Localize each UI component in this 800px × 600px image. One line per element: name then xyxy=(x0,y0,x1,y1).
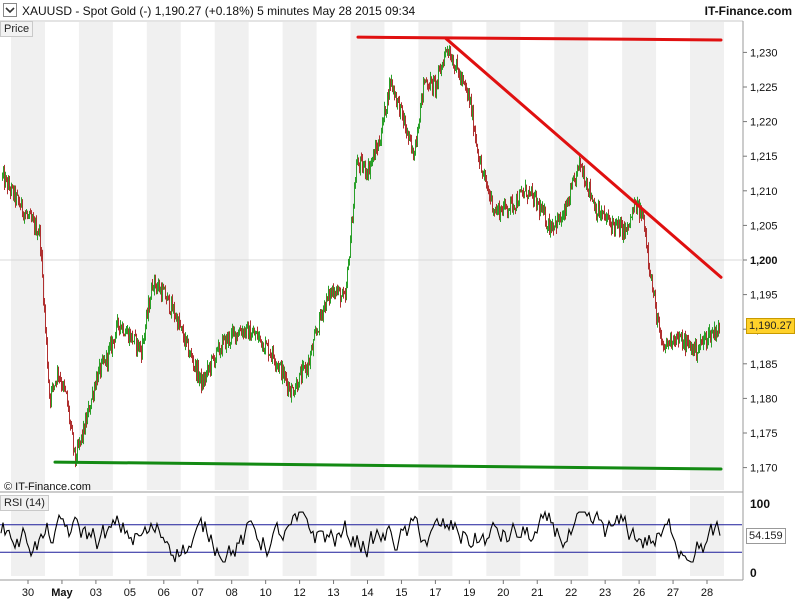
day-band xyxy=(486,496,521,576)
y-tick-label: 1,225 xyxy=(750,82,778,94)
x-tick-label: 21 xyxy=(531,587,543,599)
y-tick-label: 1,215 xyxy=(750,151,778,163)
y-tick-label: 1,200 xyxy=(750,255,778,267)
y-tick-label: 1,210 xyxy=(750,186,778,198)
x-tick-label: 14 xyxy=(361,587,373,599)
day-band xyxy=(350,22,385,490)
x-tick-label: 26 xyxy=(633,587,645,599)
resistance-descending-trendline[interactable] xyxy=(444,37,723,279)
day-band xyxy=(622,496,657,576)
y-tick-label: 1,185 xyxy=(750,359,778,371)
x-tick-label: 05 xyxy=(124,587,136,599)
x-tick-label: 12 xyxy=(293,587,305,599)
day-band xyxy=(418,22,453,490)
x-tick-label: 19 xyxy=(463,587,475,599)
day-band xyxy=(11,22,45,490)
day-band xyxy=(282,496,317,576)
y-tick-label: 1,170 xyxy=(750,463,778,475)
collapse-icon[interactable] xyxy=(3,3,17,17)
x-tick-label: 07 xyxy=(192,587,204,599)
rsi-line xyxy=(0,510,721,563)
x-tick-label: 27 xyxy=(667,587,679,599)
day-band xyxy=(78,22,113,490)
rsi-value-tag: 54.159 xyxy=(746,528,786,544)
last-price-tag: 1,190.27 xyxy=(746,318,795,334)
rsi-y-tick-label: 100 xyxy=(750,497,770,511)
x-tick-label: 10 xyxy=(260,587,272,599)
x-tick-label: 03 xyxy=(90,587,102,599)
y-tick-label: 1,175 xyxy=(750,428,778,440)
x-tick-label: 20 xyxy=(497,587,509,599)
rsi-y-tick-label: 0 xyxy=(750,566,757,580)
day-band xyxy=(282,22,317,490)
price-panel-label: Price xyxy=(0,21,34,37)
day-band xyxy=(622,22,657,490)
day-band xyxy=(214,22,249,490)
source-logo-text: IT-Finance.com xyxy=(704,4,792,18)
day-band xyxy=(554,22,589,490)
rsi-panel-label: RSI (14) xyxy=(0,495,49,511)
x-tick-label: 28 xyxy=(701,587,713,599)
chart-title: XAUUSD - Spot Gold (-) 1,190.27 (+0.18%)… xyxy=(22,4,416,18)
day-band xyxy=(554,496,589,576)
x-tick-label: 30 xyxy=(22,587,34,599)
x-tick-label: 13 xyxy=(327,587,339,599)
x-tick-label: 17 xyxy=(429,587,441,599)
x-tick-label: 23 xyxy=(599,587,611,599)
resistance-horizontal-trendline[interactable] xyxy=(356,35,723,42)
support-trendline[interactable] xyxy=(53,460,723,471)
watermark: © IT-Finance.com xyxy=(4,481,91,493)
y-tick-label: 1,195 xyxy=(750,290,778,302)
day-band xyxy=(486,22,521,490)
day-band xyxy=(690,496,724,576)
y-tick-label: 1,220 xyxy=(750,117,778,129)
x-tick-label: 22 xyxy=(565,587,577,599)
y-tick-label: 1,180 xyxy=(750,393,778,405)
day-band xyxy=(78,496,113,576)
y-tick-label: 1,205 xyxy=(750,220,778,232)
day-band xyxy=(214,496,249,576)
x-tick-label: May xyxy=(51,587,73,599)
x-tick-label: 06 xyxy=(158,587,170,599)
chart-header: XAUUSD - Spot Gold (-) 1,190.27 (+0.18%)… xyxy=(0,0,800,20)
y-tick-label: 1,230 xyxy=(750,47,778,59)
x-tick-label: 15 xyxy=(395,587,407,599)
day-band xyxy=(146,496,181,576)
day-band xyxy=(146,22,181,490)
day-band xyxy=(418,496,453,576)
x-tick-label: 08 xyxy=(226,587,238,599)
